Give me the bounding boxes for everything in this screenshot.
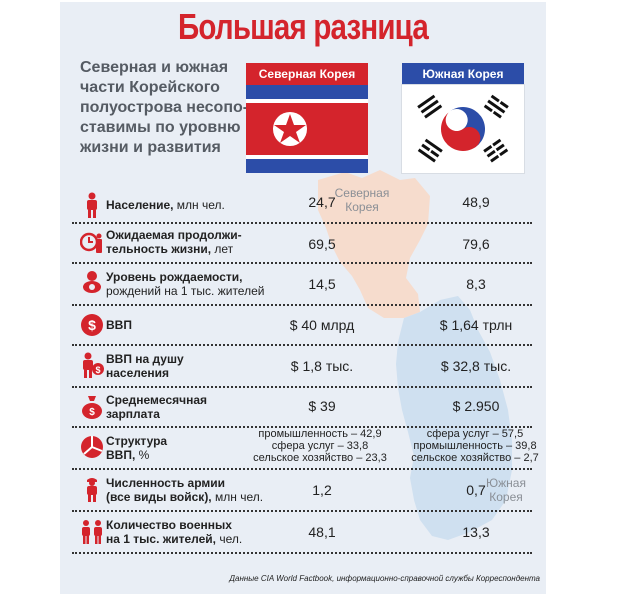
row-separator — [72, 468, 532, 470]
pie-chart-icon — [81, 436, 103, 458]
north-value: $ 40 млрд — [289, 317, 355, 333]
row-gdp-structure: Структура ВВП, % промышленность – 42,9 сфе… — [70, 428, 539, 468]
south-korea-map — [396, 296, 512, 540]
map-label-south: Южная Корея — [486, 476, 526, 504]
south-value: 0,7 — [466, 482, 486, 498]
row-birth-rate: Уровень рождаемости, рождений на 1 тыс. ж… — [70, 264, 532, 304]
south-value: $ 2.950 — [452, 398, 500, 414]
south-value: 8,3 — [466, 276, 486, 292]
row-gdp-per-capita: $ ВВП на душу населения $ 1,8 тыс. $ 32,8… — [70, 346, 532, 386]
row-population: Население, млн чел. 24,7 48,9 — [70, 188, 532, 222]
soldiers-icon — [82, 520, 102, 544]
source-footer: Данные CIA World Factbook, информационно… — [229, 574, 540, 583]
row-army-size: Численность армии (все виды войск), млн ч… — [70, 470, 532, 510]
soldier-icon — [87, 478, 97, 502]
clock-person-icon — [80, 232, 102, 253]
subtitle: Северная и южная части Корейского полуос… — [80, 59, 249, 156]
row-separator — [72, 262, 532, 264]
south-value: $ 1,64 трлн — [439, 317, 513, 333]
row-separator — [72, 344, 532, 346]
row-life-expectancy: Ожидаемая продолжи-тельность жизни, лет … — [70, 224, 532, 262]
south-korea-header: Южная Корея — [402, 63, 524, 85]
north-gdp-structure: промышленность – 42,9 сфера услуг – 33,8 с… — [253, 428, 387, 464]
person-dollar-icon: $ — [83, 352, 104, 378]
north-value: 14,5 — [308, 276, 336, 292]
south-gdp-structure: сфера услуг – 57,5 промышленность – 39,8 с… — [411, 428, 539, 464]
money-bag-icon: $ — [82, 396, 102, 419]
north-value: 48,1 — [308, 524, 336, 540]
south-value: 79,6 — [462, 236, 490, 252]
row-salary: $ Среднемесячная зарплата $ 39 $ 2.950 — [70, 388, 532, 426]
north-korea-flag — [246, 85, 368, 173]
north-korea-map — [318, 170, 430, 318]
row-separator — [72, 552, 532, 554]
svg-text:$: $ — [89, 407, 95, 418]
north-korea-header: Северная Корея — [246, 63, 368, 85]
row-separator — [72, 386, 532, 388]
page-title: Большая разница — [178, 6, 429, 47]
south-value: $ 32,8 тыс. — [440, 358, 512, 374]
svg-text:$: $ — [88, 317, 96, 333]
dollar-icon: $ — [81, 314, 103, 336]
south-korea-flag — [402, 85, 524, 173]
baby-icon — [83, 271, 101, 293]
north-value: 69,5 — [308, 236, 336, 252]
north-value: 24,7 — [308, 194, 336, 210]
row-separator — [72, 304, 532, 306]
row-separator — [72, 222, 532, 224]
south-value: 48,9 — [462, 194, 490, 210]
map-label-north: Северная Корея — [334, 186, 390, 214]
north-value: $ 1,8 тыс. — [290, 358, 354, 374]
row-separator — [72, 426, 532, 428]
north-value: 1,2 — [312, 482, 332, 498]
row-gdp: $ ВВП $ 40 млрд $ 1,64 трлн — [70, 306, 532, 344]
south-value: 13,3 — [462, 524, 490, 540]
row-military-per-thousand: Количество военных на 1 тыс. жителей, чел… — [70, 512, 532, 552]
svg-text:$: $ — [95, 365, 100, 375]
row-separator — [72, 510, 532, 512]
north-value: $ 39 — [308, 398, 336, 414]
person-icon — [87, 192, 97, 218]
